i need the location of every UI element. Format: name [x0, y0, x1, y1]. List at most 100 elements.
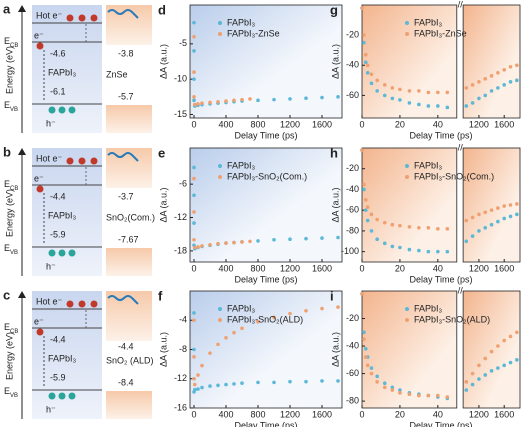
- data-point: [193, 245, 197, 250]
- y-tick-label: -20: [346, 163, 359, 173]
- data-point: [336, 379, 340, 383]
- legend-marker: [218, 32, 222, 36]
- y-axis-label: ΔA (a.u.): [158, 44, 168, 79]
- data-point: [369, 229, 374, 233]
- data-point: [382, 93, 387, 98]
- x-tick-label: 40: [433, 119, 443, 129]
- data-point: [515, 202, 519, 206]
- wave: [107, 295, 139, 305]
- data-point: [483, 373, 488, 377]
- data-point: [483, 93, 488, 98]
- x-tick-label: 40: [433, 409, 443, 419]
- y-tick-label: -80: [346, 225, 359, 235]
- data-point: [489, 208, 494, 212]
- data-point: [192, 237, 196, 242]
- data-point: [426, 90, 431, 95]
- data-point: [489, 369, 494, 373]
- electron-dot: [36, 42, 44, 50]
- wave: [107, 152, 139, 162]
- data-point: [398, 223, 402, 228]
- hot-electron: Hot e⁻: [36, 153, 63, 163]
- plot-bg: [361, 147, 458, 263]
- plot-bg: [361, 290, 458, 409]
- x-axis-label: Delay Time (ps): [234, 274, 297, 284]
- acceptor-cb: -3.7: [118, 191, 134, 201]
- x-tick-label: 1200: [280, 119, 300, 129]
- data-point: [193, 382, 197, 387]
- legend-marker: [218, 21, 222, 25]
- legend-label: FAPbI₃: [227, 17, 256, 27]
- material: FAPbI₃: [48, 67, 77, 77]
- x-tick-label: 20: [395, 119, 405, 129]
- data-point: [398, 87, 402, 92]
- axis-arrow: [18, 148, 26, 155]
- data-point: [508, 360, 513, 365]
- y-axis-label: ΔA (a.u.): [330, 44, 340, 79]
- evb-label: EVB: [4, 100, 18, 112]
- data-point: [196, 373, 200, 377]
- main: E: [4, 36, 10, 46]
- electron-dot: [36, 185, 44, 193]
- legend-marker: [218, 307, 222, 311]
- electron-dot: [66, 300, 74, 308]
- y-axis-label: ΔA (a.u.): [330, 187, 340, 222]
- y-tick-label: -12: [174, 212, 187, 222]
- data-point: [496, 86, 500, 90]
- y-axis-label: ΔA (a.u.): [158, 332, 168, 367]
- panel-label: e: [158, 145, 165, 160]
- hot-electron: Hot e⁻: [36, 10, 63, 20]
- acceptor-vb-box: [106, 391, 152, 419]
- y-tick-label: -80: [346, 395, 359, 405]
- data-point: [502, 204, 507, 208]
- data-point: [496, 206, 500, 210]
- y-tick-label: -10: [174, 74, 187, 84]
- data-point: [336, 235, 340, 240]
- data-point: [390, 244, 395, 249]
- data-point: [192, 77, 196, 81]
- data-point: [390, 96, 395, 101]
- material: FAPbI₃: [48, 210, 77, 220]
- main: E: [4, 386, 10, 396]
- legend-label: FAPbI₃-SnO₂(Com.): [227, 171, 307, 181]
- data-point: [398, 98, 402, 102]
- legend-marker: [218, 318, 222, 322]
- data-point: [208, 100, 212, 105]
- data-point: [304, 308, 308, 313]
- electron-dot: [90, 300, 98, 308]
- sub: VB: [10, 250, 18, 256]
- data-point: [193, 102, 197, 107]
- data-point: [426, 393, 431, 398]
- x-tick-label: 1200: [469, 263, 489, 273]
- y-tick-label: -60: [346, 90, 359, 100]
- data-point: [477, 377, 481, 381]
- acceptor-vb: -7.67: [118, 234, 139, 244]
- data-point: [369, 72, 374, 77]
- data-point: [390, 86, 395, 90]
- hole-dot: [58, 249, 66, 257]
- cb-value: -4.4: [50, 191, 66, 201]
- data-point: [417, 226, 421, 230]
- ecb-label: ECB: [4, 322, 18, 334]
- y-axis-label: ΔA (a.u.): [158, 187, 168, 222]
- x-axis-label: Delay Time (ps): [234, 130, 297, 140]
- data-point: [417, 102, 421, 107]
- data-point: [445, 227, 450, 231]
- data-point: [288, 97, 292, 101]
- data-point: [200, 385, 204, 390]
- data-point: [363, 347, 368, 351]
- data-point: [208, 351, 212, 355]
- data-point: [200, 101, 204, 105]
- panel-label: a: [3, 1, 11, 16]
- data-point: [224, 336, 228, 340]
- legend-marker: [218, 164, 222, 168]
- electron-dot: [78, 300, 86, 308]
- data-point: [369, 371, 374, 376]
- acceptor-cb: -4.4: [118, 341, 134, 351]
- data-point: [470, 382, 475, 387]
- hole-dot: [48, 392, 56, 400]
- data-point: [272, 315, 276, 320]
- data-point: [196, 387, 200, 391]
- electron: e⁻: [34, 316, 44, 326]
- data-point: [407, 101, 412, 105]
- data-point: [477, 363, 481, 368]
